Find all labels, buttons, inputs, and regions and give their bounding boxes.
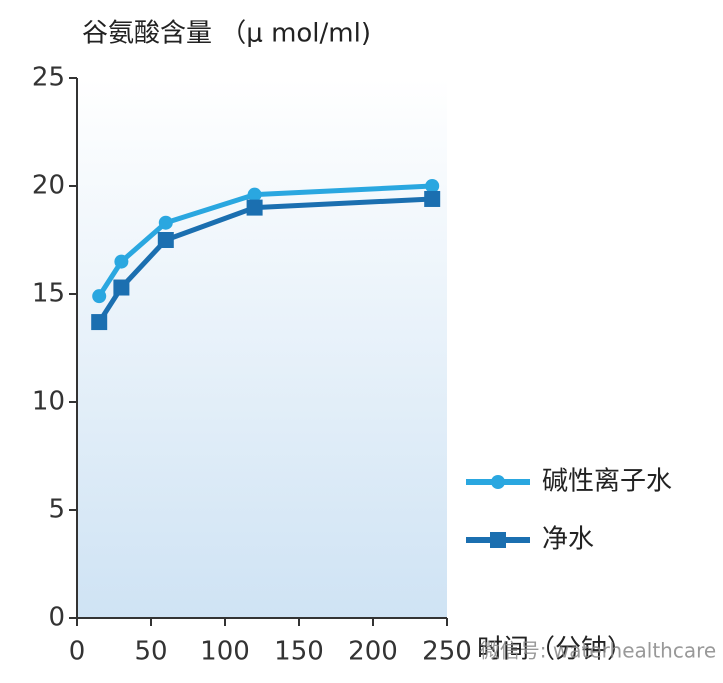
- x-tick-label: 0: [69, 637, 86, 667]
- data-point: [114, 254, 129, 269]
- data-point: [247, 187, 262, 202]
- data-point: [425, 179, 440, 193]
- y-tick-label: 15: [32, 279, 65, 309]
- y-tick-label: 20: [32, 171, 65, 201]
- data-point: [158, 215, 173, 230]
- legend-marker: [490, 532, 506, 548]
- legend-marker: [491, 475, 505, 489]
- legend-label: 净水: [542, 525, 594, 555]
- data-point: [424, 190, 441, 207]
- data-point: [91, 314, 108, 331]
- y-tick-label: 25: [32, 63, 65, 93]
- plot-background: [77, 78, 447, 618]
- chart-title: 谷氨酸含量 （μ mol/ml): [82, 19, 371, 49]
- x-axis-label: 时间（分钟）: [477, 635, 633, 665]
- x-tick-label: 200: [348, 637, 398, 667]
- watermark: 微信号: waterhealthcare: [480, 639, 716, 663]
- data-point: [157, 232, 174, 248]
- data-point: [246, 199, 263, 216]
- y-tick-label: 0: [48, 603, 65, 633]
- x-tick-label: 250: [422, 637, 472, 667]
- x-tick-label: 100: [200, 637, 250, 667]
- y-tick-label: 10: [32, 387, 65, 417]
- x-tick-label: 150: [274, 637, 324, 667]
- legend-label: 碱性离子水: [542, 467, 672, 497]
- x-tick-label: 50: [134, 637, 167, 667]
- data-point: [113, 279, 130, 296]
- y-tick-label: 5: [48, 495, 65, 525]
- data-point: [92, 289, 107, 304]
